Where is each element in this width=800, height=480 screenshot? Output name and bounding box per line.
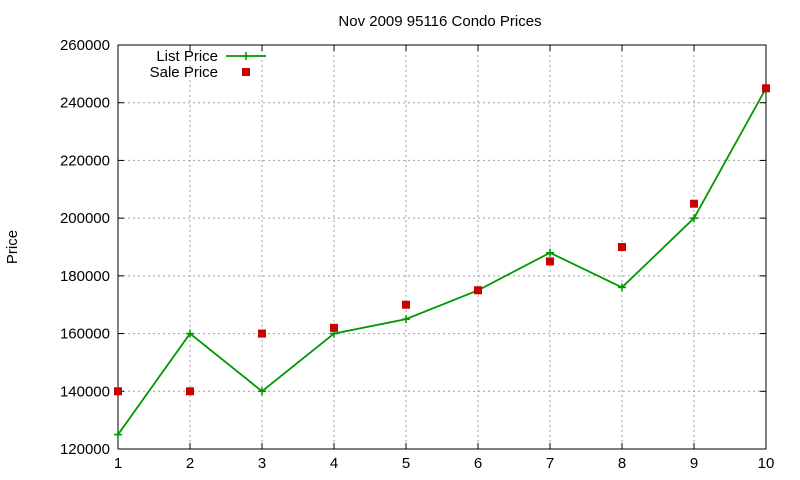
- data-point: [618, 283, 626, 292]
- data-point: [762, 84, 770, 93]
- x-tick-label: 7: [546, 455, 554, 472]
- data-point: [474, 286, 482, 295]
- data-point: [618, 243, 626, 251]
- data-point: [690, 214, 698, 223]
- y-tick-label: 240000: [60, 95, 110, 112]
- y-tick-label: 220000: [60, 152, 110, 169]
- chart-title: Nov 2009 95116 Condo Prices: [338, 13, 541, 30]
- data-point: [258, 329, 266, 338]
- data-point: [258, 387, 266, 396]
- data-point: [330, 323, 338, 332]
- y-tick-label: 160000: [60, 326, 110, 343]
- x-tick-label: 3: [258, 455, 266, 472]
- series-sale-price: [114, 84, 770, 396]
- legend-item: List Price: [156, 48, 266, 65]
- x-tick-label: 9: [690, 455, 698, 472]
- data-point: [114, 387, 122, 396]
- legend-marker: [242, 68, 250, 76]
- series-line: [117, 87, 767, 436]
- x-tick-label: 1: [114, 455, 122, 472]
- data-point: [546, 248, 554, 257]
- series-list-price: [114, 84, 770, 439]
- data-point: [546, 257, 554, 266]
- legend-item: Sale Price: [150, 64, 250, 81]
- legend-marker: [242, 52, 250, 60]
- y-tick-label: 120000: [60, 441, 110, 458]
- data-point: [114, 430, 122, 439]
- data-point: [402, 300, 410, 309]
- grid-lines: [118, 45, 766, 449]
- series-marks: [114, 84, 770, 439]
- data-point: [690, 199, 698, 208]
- data-point: [186, 387, 194, 396]
- axes: 1 2 3 4 5 6 7 8 9 10 120000 140000 160000 180000 20000…: [60, 37, 774, 472]
- legend-label: Sale Price: [150, 64, 218, 81]
- y-tick-label: 260000: [60, 37, 110, 54]
- x-tick-label: 10: [758, 455, 775, 472]
- x-tick-label: 2: [186, 455, 194, 472]
- x-tick-label: 5: [402, 455, 410, 472]
- data-point: [402, 315, 410, 324]
- x-tick-label: 8: [618, 455, 626, 472]
- data-point: [186, 329, 194, 338]
- plot-frame: [117, 44, 767, 450]
- x-tick-label: 4: [330, 455, 338, 472]
- y-tick-label: 140000: [60, 383, 110, 400]
- legend-label: List Price: [156, 48, 218, 65]
- y-axis-label: Price: [4, 230, 21, 264]
- y-tick-label: 180000: [60, 268, 110, 285]
- x-tick-label: 6: [474, 455, 482, 472]
- y-tick-label: 200000: [60, 210, 110, 227]
